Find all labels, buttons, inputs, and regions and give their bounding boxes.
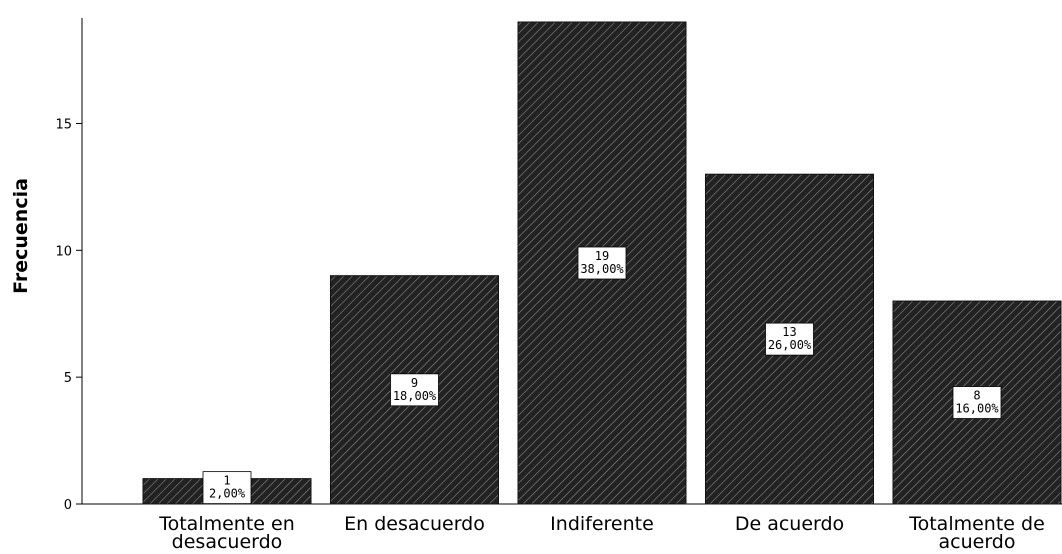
x-tick-label-0-line-1: desacuerdo — [172, 531, 283, 553]
data-label-percent-1: 18,00% — [393, 389, 437, 403]
data-label-count-3: 13 — [782, 325, 796, 339]
y-tick-label-0: 0 — [64, 498, 72, 513]
data-label-percent-0: 2,00% — [209, 487, 246, 501]
data-label-box-0 — [202, 471, 252, 505]
x-tick-label-0-line-0: Totalmente en — [158, 513, 295, 535]
data-label-box-3 — [765, 322, 814, 356]
data-label-percent-4: 16,00% — [955, 402, 999, 416]
data-label-box-4 — [952, 386, 1002, 419]
x-tick-label-4-line-1: acuerdo — [939, 531, 1016, 553]
data-label-count-4: 8 — [973, 389, 980, 403]
x-tick-label-2: Indiferente — [550, 513, 654, 535]
y-axis-label: Frecuencia — [10, 178, 32, 294]
data-label-box-1 — [390, 373, 439, 407]
data-label-percent-2: 38,00% — [580, 262, 624, 276]
x-tick-label-1: En desacuerdo — [344, 513, 485, 535]
x-tick-label-4-line-0: Totalmente de — [908, 513, 1045, 535]
bar-4 — [892, 300, 1062, 505]
data-label-box-2 — [577, 246, 627, 280]
x-tick-label-3: De acuerdo — [735, 513, 844, 535]
data-label-count-2: 19 — [595, 249, 609, 263]
y-tick-label-1: 5 — [64, 371, 72, 386]
y-tick-label-3: 15 — [55, 117, 72, 132]
data-label-count-1: 9 — [411, 376, 418, 390]
data-label-percent-3: 26,00% — [768, 338, 812, 352]
y-tick-label-2: 10 — [55, 244, 72, 259]
data-label-count-0: 1 — [223, 474, 230, 488]
